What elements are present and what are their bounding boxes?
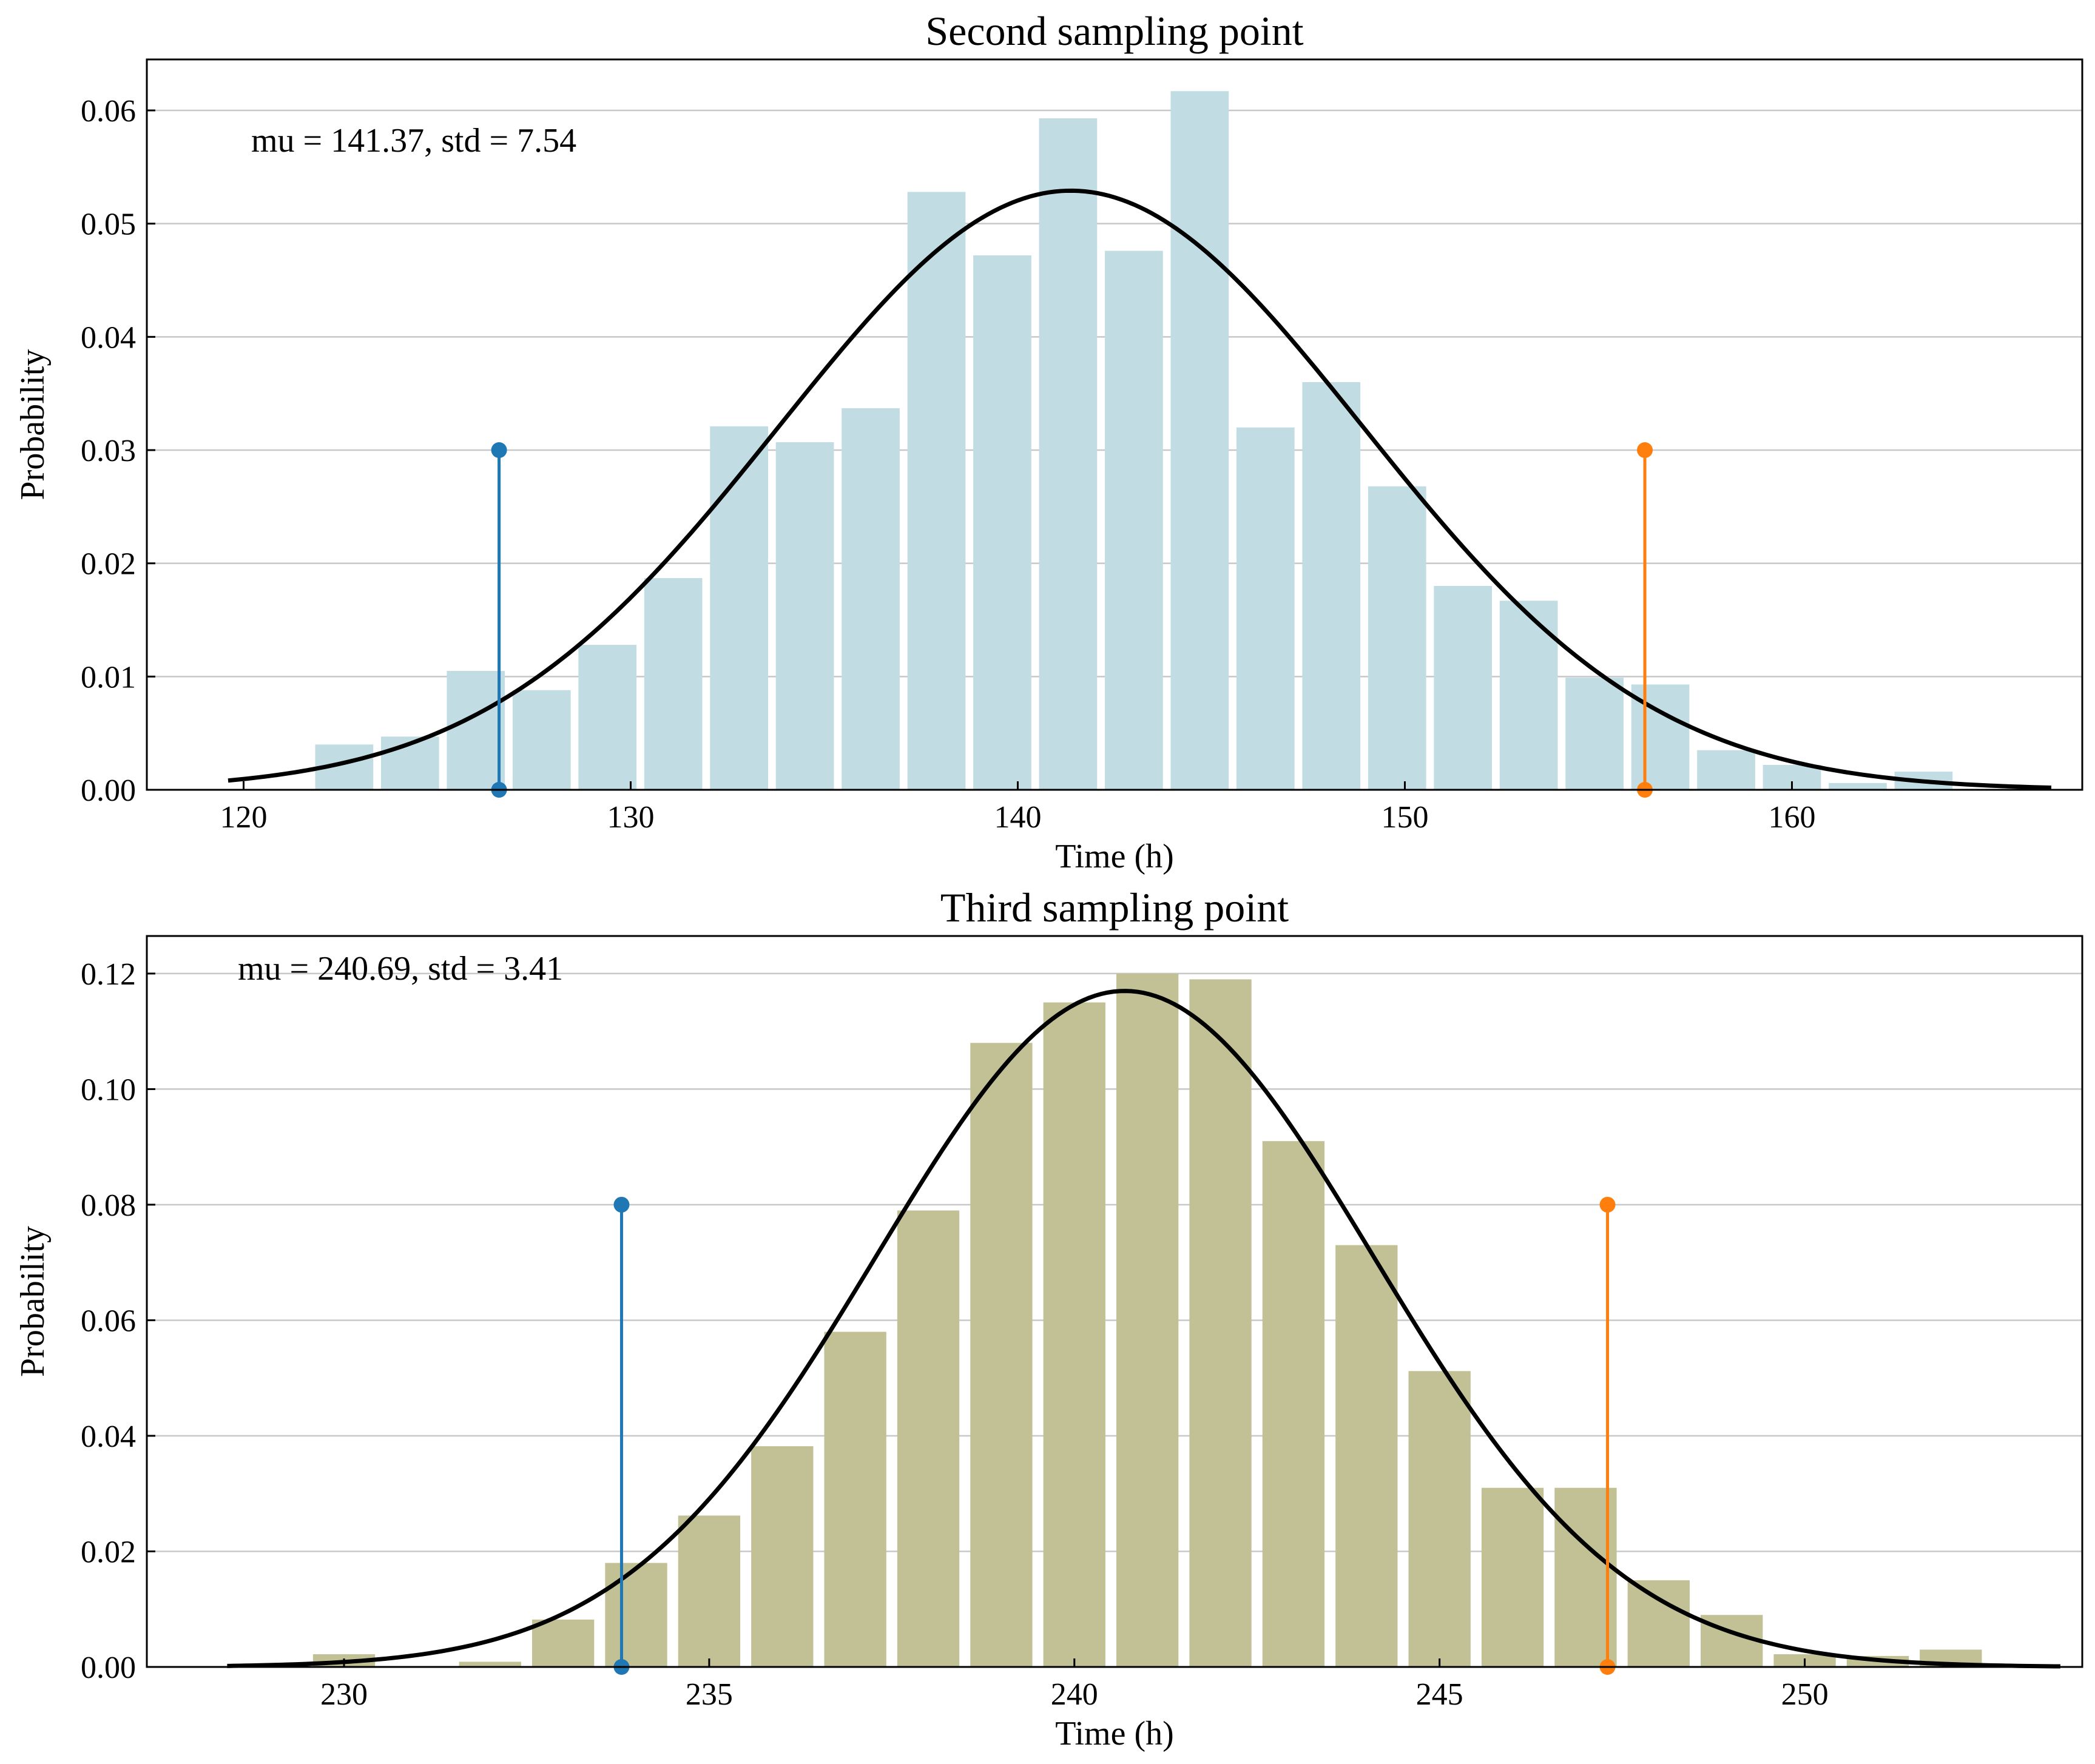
histogram-bar <box>605 1563 667 1667</box>
x-axis-label: Time (h) <box>1055 838 1174 875</box>
y-tick-label: 0.05 <box>81 207 136 242</box>
y-tick-label: 0.00 <box>81 773 136 808</box>
chart-panel-second-sampling-point: 120 130 140 150 160 0.00 0.01 0.02 0.03 0.04 0.05 0… <box>14 8 2083 875</box>
histogram-bar <box>1262 1141 1325 1667</box>
x-tick-label: 245 <box>1416 1677 1463 1712</box>
x-tick-label: 120 <box>220 800 268 835</box>
axis-ticks: 120 130 140 150 160 0.00 0.01 0.02 0.03 0.04 0.05 0… <box>81 94 1816 835</box>
histogram-bar <box>824 1331 886 1667</box>
histogram-bar <box>447 671 505 790</box>
chart-title: Second sampling point <box>925 8 1303 54</box>
histogram-bar <box>1039 118 1098 790</box>
histogram-bar <box>531 1619 595 1667</box>
y-tick-label: 0.00 <box>81 1651 136 1685</box>
x-tick-label: 235 <box>686 1677 733 1712</box>
stem-marker-top <box>613 1196 630 1213</box>
x-tick-label: 250 <box>1781 1677 1829 1712</box>
x-tick-label: 160 <box>1769 800 1816 835</box>
stem-marker-top <box>491 442 507 458</box>
histogram-bar <box>775 442 834 790</box>
histogram-bar <box>973 255 1031 790</box>
histogram-bar <box>1116 973 1179 1667</box>
fit-annotation: mu = 240.69, std = 3.41 <box>238 950 563 988</box>
fit-annotation: mu = 141.37, std = 7.54 <box>251 122 576 160</box>
axis-ticks: 230 235 240 245 250 0.00 0.02 0.04 0.06 0.08 0.10 0… <box>81 957 1829 1712</box>
y-tick-label: 0.01 <box>81 660 136 695</box>
histogram-bar <box>710 426 768 790</box>
histogram-bar <box>1105 251 1163 790</box>
stem-marker-top <box>1599 1196 1616 1213</box>
y-tick-label: 0.02 <box>81 1535 136 1569</box>
histogram-bar <box>842 408 900 790</box>
y-tick-label: 0.12 <box>81 957 136 992</box>
histogram-bar <box>678 1515 741 1667</box>
y-tick-label: 0.03 <box>81 434 136 468</box>
stem-marker-top <box>1637 442 1653 458</box>
histogram-bar <box>1189 979 1252 1667</box>
histogram-bar <box>1499 601 1558 790</box>
histogram-bar <box>907 192 966 790</box>
chart-title: Third sampling point <box>940 884 1289 931</box>
histogram-bar <box>1368 486 1426 790</box>
chart-panel-third-sampling-point: 230 235 240 245 250 0.00 0.02 0.04 0.06 0.08 0.10 0… <box>14 884 2083 1752</box>
histogram-bars <box>315 91 1953 790</box>
normal-fit-curve <box>227 989 2060 1669</box>
grid-lines <box>147 972 2082 1552</box>
histogram-bar <box>459 1661 521 1667</box>
x-axis-label: Time (h) <box>1055 1715 1174 1752</box>
histogram-bar <box>970 1043 1033 1667</box>
y-tick-label: 0.04 <box>81 320 136 355</box>
x-tick-label: 130 <box>607 800 655 835</box>
x-tick-label: 240 <box>1051 1677 1098 1712</box>
histogram-bar <box>1481 1487 1544 1667</box>
quantile-markers <box>491 442 1653 798</box>
plot-frame <box>146 58 2083 791</box>
histogram-bar <box>1627 1580 1690 1667</box>
normal-fit-curve <box>228 188 2052 790</box>
y-tick-label: 0.10 <box>81 1072 136 1107</box>
histogram-bar <box>1434 586 1493 790</box>
histogram-bar <box>1335 1245 1398 1667</box>
y-tick-label: 0.04 <box>81 1419 136 1454</box>
histogram-bar <box>1302 382 1361 790</box>
histogram-bar <box>1170 91 1229 790</box>
histogram-bar <box>512 690 571 790</box>
y-tick-label: 0.06 <box>81 1304 136 1338</box>
histogram-bar <box>1565 678 1624 790</box>
histogram-bar <box>578 645 637 790</box>
histogram-bar <box>644 577 703 790</box>
y-axis-label: Probability <box>14 1226 52 1377</box>
y-tick-label: 0.06 <box>81 94 136 129</box>
y-axis-label: Probability <box>14 349 52 500</box>
histogram-bar <box>1829 783 1887 790</box>
histogram-bar <box>897 1210 960 1667</box>
quantile-markers <box>613 1196 1616 1675</box>
x-tick-label: 230 <box>320 1677 368 1712</box>
y-tick-label: 0.02 <box>81 547 136 582</box>
histogram-bar <box>1408 1371 1471 1667</box>
plot-frame <box>146 935 2083 1668</box>
x-tick-label: 140 <box>994 800 1042 835</box>
histogram-bar <box>1236 427 1295 790</box>
histogram-bar <box>1697 750 1755 790</box>
x-tick-label: 150 <box>1381 800 1429 835</box>
histogram-bar <box>751 1446 814 1667</box>
y-tick-label: 0.08 <box>81 1188 136 1223</box>
histogram-bar <box>1043 1002 1105 1667</box>
